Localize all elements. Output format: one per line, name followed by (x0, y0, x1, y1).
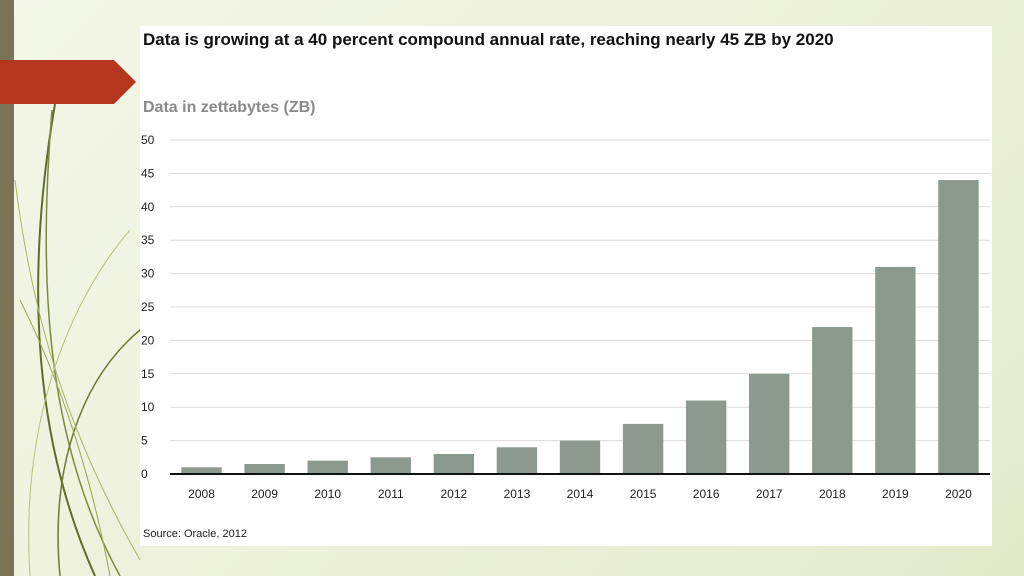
bar-2009 (244, 463, 285, 474)
decorative-swirl (14, 103, 141, 576)
x-tick-label-2009: 2009 (251, 487, 278, 501)
chart-subtitle: Data in zettabytes (ZB) (143, 99, 316, 116)
bar-2012 (433, 453, 475, 474)
x-tick-label-2013: 2013 (504, 487, 531, 501)
bar-2011 (370, 457, 411, 474)
bar-2010 (307, 460, 348, 474)
bar-2019 (875, 266, 916, 474)
y-tick-label-45: 45 (141, 166, 155, 180)
bar-2013 (496, 447, 538, 474)
bar-2017 (749, 373, 790, 474)
bar-2018 (812, 327, 853, 474)
y-tick-label-50: 50 (141, 133, 155, 147)
y-tick-label-40: 40 (141, 200, 155, 214)
y-tick-label-5: 5 (141, 434, 148, 448)
y-tick-label-10: 10 (141, 400, 155, 414)
chart-title: Data is growing at a 40 percent compound… (143, 30, 834, 49)
chart-source: Source: Oracle, 2012 (143, 528, 247, 540)
x-tick-label-2015: 2015 (630, 487, 657, 501)
y-tick-label-15: 15 (141, 367, 155, 381)
x-tick-label-2014: 2014 (567, 487, 594, 501)
x-tick-label-2017: 2017 (756, 487, 783, 501)
red-arrow-shape (0, 60, 136, 104)
x-tick-label-2019: 2019 (882, 487, 909, 501)
slide-left-bar (0, 0, 14, 576)
y-tick-label-0: 0 (141, 467, 148, 481)
bar-2008 (181, 467, 222, 474)
bar-2016 (685, 400, 727, 474)
x-tick-label-2011: 2011 (378, 487, 404, 501)
x-tick-label-2018: 2018 (819, 487, 846, 501)
bar-2015 (622, 423, 664, 474)
bar-chart: 0 5 10 15 20 25 30 35 40 45 50 2008 2009 2010 2011 2012… (141, 133, 990, 501)
x-tick-label-2008: 2008 (188, 487, 215, 501)
bar-2020 (938, 180, 979, 474)
y-tick-label-35: 35 (141, 233, 155, 247)
x-tick-label-2012: 2012 (440, 487, 467, 501)
x-tick-label-2010: 2010 (314, 487, 341, 501)
red-arrow-fill (0, 60, 136, 104)
bar-2014 (559, 440, 601, 474)
y-tick-label-20: 20 (141, 333, 155, 347)
x-tick-label-2020: 2020 (945, 487, 972, 501)
y-tick-label-25: 25 (141, 300, 155, 314)
x-tick-label-2016: 2016 (693, 487, 720, 501)
chart-card: Data is growing at a 40 percent compound… (140, 26, 992, 546)
y-tick-label-30: 30 (141, 267, 155, 281)
